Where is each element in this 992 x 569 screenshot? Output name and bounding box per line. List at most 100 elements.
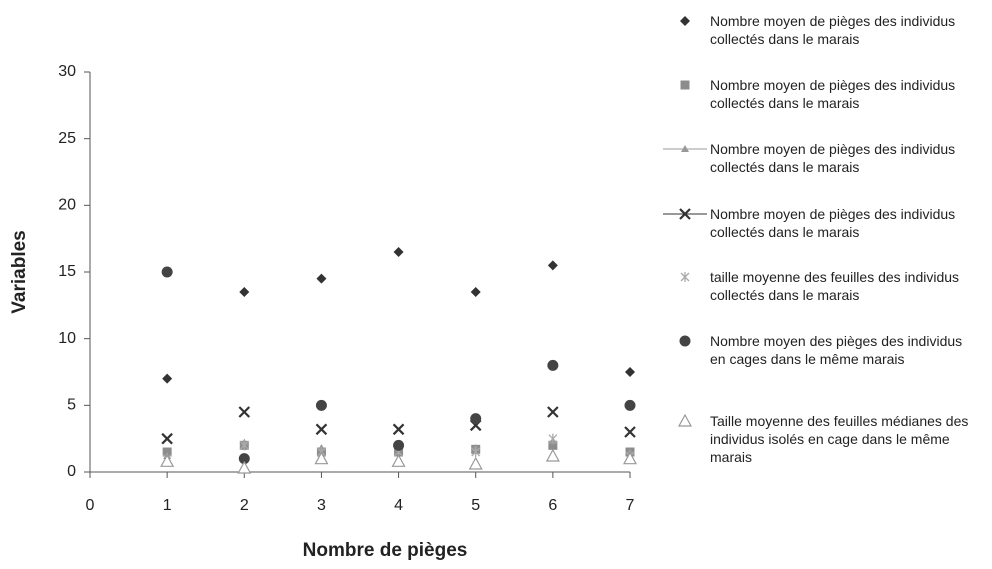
marker [161, 432, 173, 445]
marker [160, 454, 175, 467]
x-tick-label: 2 [240, 497, 249, 514]
open-triangle [677, 413, 693, 427]
diamond [680, 16, 690, 26]
marker [548, 433, 558, 444]
marker [237, 460, 252, 474]
marker [471, 447, 481, 457]
star [680, 272, 690, 282]
x-tick-label: 3 [317, 497, 326, 514]
cross [238, 406, 251, 418]
marker [392, 423, 405, 436]
y-tick-label: 20 [58, 197, 76, 214]
marker [239, 287, 250, 297]
marker [548, 440, 558, 450]
marker [238, 406, 251, 418]
diamond [239, 287, 250, 297]
diamond [547, 260, 558, 271]
marker [679, 208, 691, 220]
marker [239, 440, 249, 451]
marker [622, 451, 638, 465]
diamond [316, 273, 327, 284]
open-triangle [237, 460, 252, 474]
marker [162, 373, 173, 384]
y-tick-label: 30 [58, 63, 76, 80]
cross [392, 423, 405, 436]
y-tick-label: 15 [58, 263, 76, 280]
marker [547, 359, 559, 371]
marker [624, 426, 636, 438]
marker [314, 451, 329, 465]
marker [161, 266, 173, 278]
circle [547, 359, 559, 371]
marker [547, 406, 559, 418]
marker [677, 413, 693, 427]
circle [161, 266, 173, 278]
triangle [681, 145, 689, 152]
marker [680, 80, 690, 90]
open-triangle [622, 451, 638, 465]
legend-label: Nombre moyen de pièges des individus col… [710, 13, 956, 47]
cross [315, 423, 328, 436]
cross [161, 432, 173, 445]
marker [468, 456, 483, 470]
y-tick-label: 5 [67, 397, 76, 414]
marker [470, 287, 481, 297]
legend-label: Nombre moyen des pièges des individus en… [710, 333, 963, 367]
circle [470, 413, 482, 425]
marker [681, 145, 689, 152]
circle [393, 439, 405, 451]
open-triangle [160, 454, 175, 467]
legend-label: taille moyenne des feuilles des individu… [710, 269, 960, 303]
y-axis-label: Variables [9, 230, 30, 313]
marker [545, 448, 560, 462]
marker [315, 423, 328, 436]
x-axis-label: Nombre de pièges [303, 540, 468, 561]
marker [316, 273, 327, 284]
square [548, 440, 558, 450]
x-tick-label: 7 [626, 497, 635, 514]
open-triangle [545, 448, 560, 462]
marker [679, 335, 691, 347]
x-tick-label: 6 [548, 497, 557, 514]
star [239, 440, 249, 451]
x-tick-label: 1 [163, 497, 172, 514]
x-tick-label: 0 [86, 497, 95, 514]
marker [393, 247, 404, 257]
marker [680, 272, 690, 282]
circle [315, 399, 327, 411]
legend-label: Nombre moyen de pièges des individus col… [710, 206, 956, 240]
x-tick-label: 5 [471, 497, 480, 514]
x-tick-label: 4 [394, 497, 403, 514]
marker [624, 399, 636, 411]
marker [238, 453, 250, 465]
marker [315, 399, 327, 411]
marker [470, 413, 482, 425]
cross [624, 426, 636, 438]
legend-label: Nombre moyen de pièges des individus col… [710, 77, 956, 111]
cross [679, 208, 691, 220]
legend-label: Taille moyenne des feuilles médianes des… [710, 413, 969, 465]
y-tick-label: 25 [58, 130, 76, 147]
diamond [625, 367, 635, 377]
legend-label: Nombre moyen de pièges des individus col… [710, 141, 956, 175]
y-tick-label: 10 [58, 330, 76, 347]
marker [393, 439, 405, 451]
cross [547, 406, 559, 418]
marker [680, 16, 690, 26]
diamond [162, 373, 173, 384]
open-triangle [314, 451, 329, 465]
star [548, 433, 558, 444]
square [680, 80, 690, 90]
open-triangle [468, 456, 483, 470]
marker [625, 367, 635, 377]
circle [624, 399, 636, 411]
diamond [470, 287, 481, 297]
marker [547, 260, 558, 271]
open-triangle [391, 454, 406, 467]
circle [679, 335, 691, 347]
star [471, 447, 481, 457]
circle [238, 453, 250, 465]
marker [391, 454, 406, 467]
